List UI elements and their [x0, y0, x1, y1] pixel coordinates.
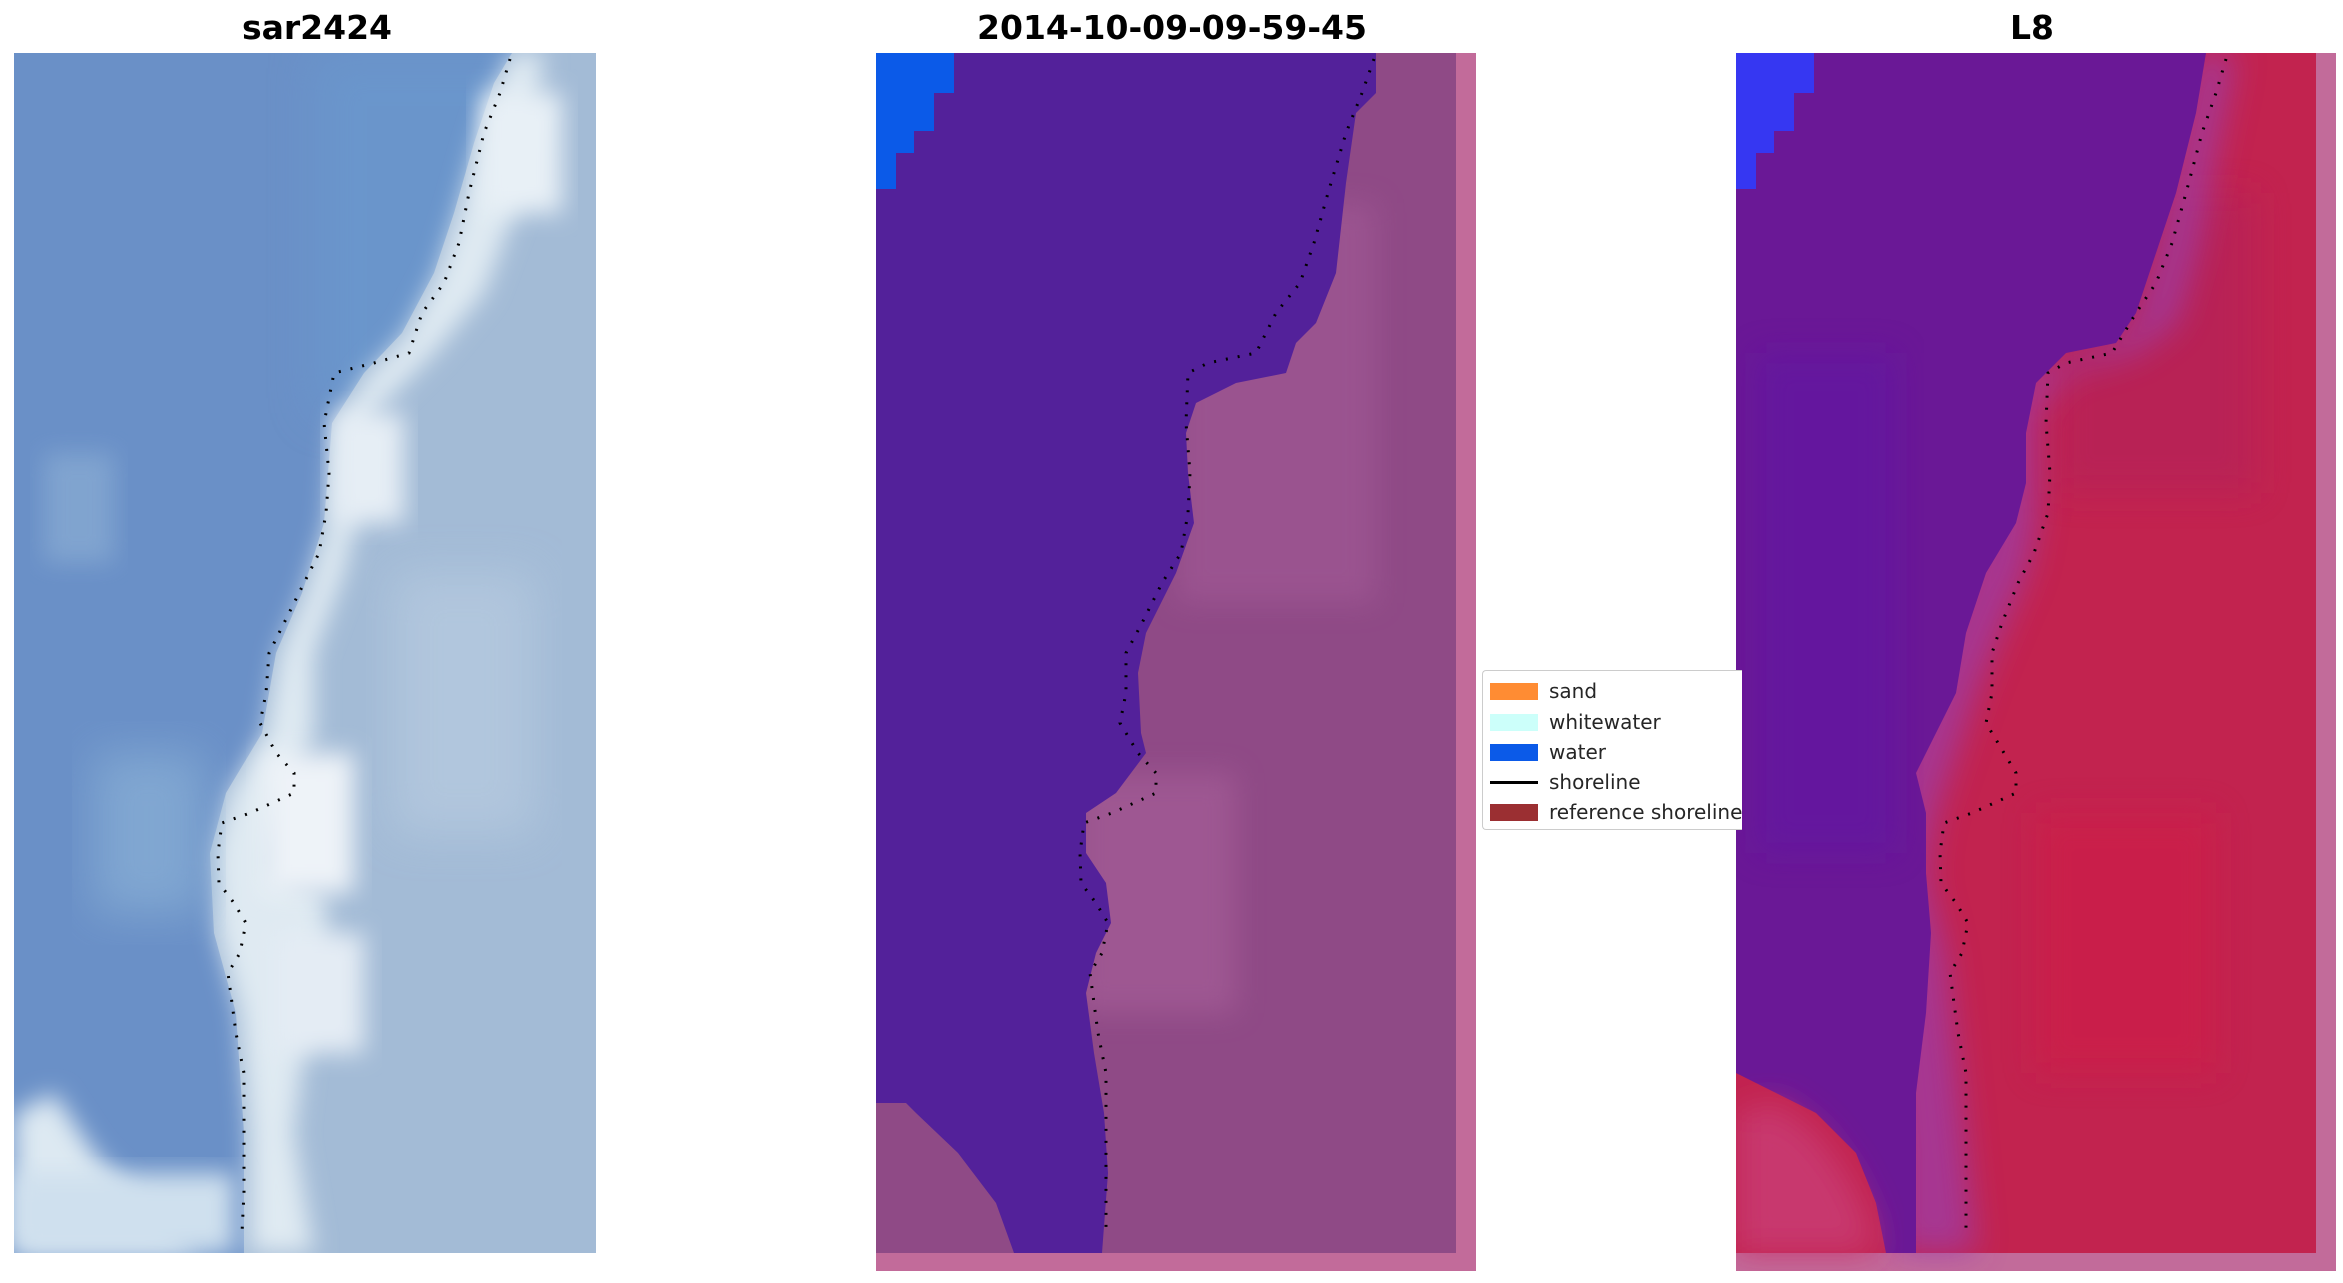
panel-title-classified: 2014-10-09-09-59-45 — [977, 8, 1367, 47]
shoreline-classified — [1078, 58, 1376, 1233]
rgb-image — [14, 53, 596, 1253]
panel-title-mndwi: L8 — [2010, 8, 2054, 47]
reference-shoreline-swatch — [1490, 803, 1538, 821]
legend-label-water: water — [1549, 740, 1606, 764]
legend-label-sand: sand — [1549, 679, 1598, 703]
rgb-image-panel — [14, 53, 596, 1253]
mndwi-image — [1736, 53, 2336, 1271]
water-swatch — [1490, 743, 1538, 761]
shoreline-line-icon — [1490, 780, 1538, 784]
classified-image — [876, 53, 1476, 1271]
legend-label-shoreline: shoreline — [1549, 770, 1641, 794]
whitewater-swatch — [1490, 713, 1538, 731]
mndwi-image-panel — [1736, 53, 2336, 1271]
sand-swatch — [1490, 682, 1538, 700]
legend: sand whitewater water shoreline referenc… — [1482, 670, 1742, 830]
water-bright — [876, 53, 954, 189]
legend-label-whitewater: whitewater — [1549, 710, 1661, 734]
legend-label-reference-shoreline: reference shoreline — [1549, 800, 1742, 824]
water-bright-index — [1736, 53, 1814, 189]
classified-image-panel — [876, 53, 1476, 1271]
panel-title-rgb: sar2424 — [241, 8, 393, 47]
